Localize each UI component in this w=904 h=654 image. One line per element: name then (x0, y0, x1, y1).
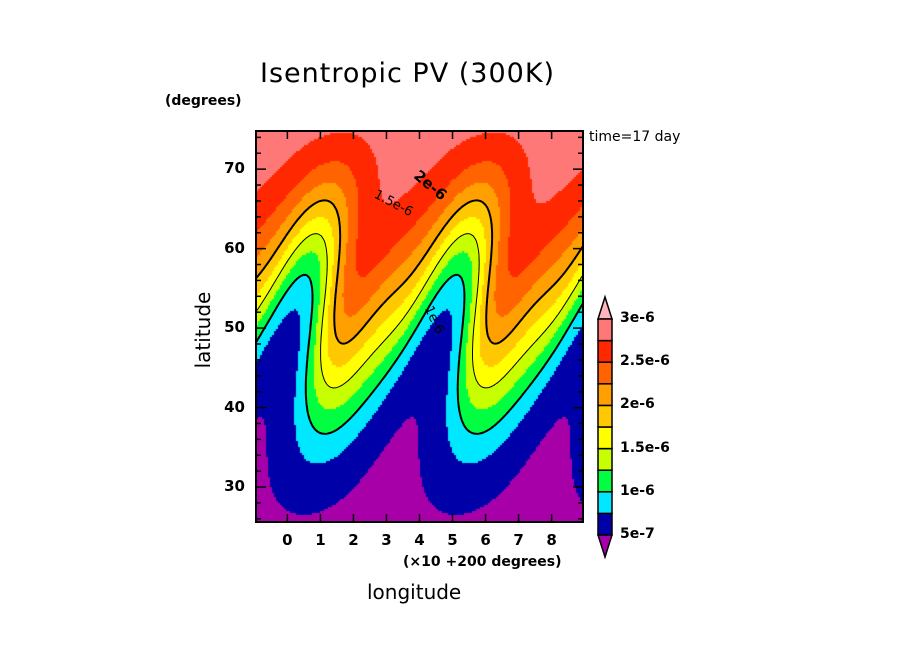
y-tick-label: 40 (224, 397, 245, 416)
colorbar-segment (597, 447, 613, 471)
y-axis-units: (degrees) (165, 93, 242, 109)
contour-label: 1.5e-6 (371, 187, 415, 220)
colorbar-tick-label: 1e-6 (620, 482, 655, 499)
y-tick-label: 60 (224, 238, 245, 257)
x-tick-label: 3 (381, 531, 392, 549)
chart-title: Isentropic PV (300K) (260, 58, 556, 89)
contour-line-1e-6 (255, 273, 584, 435)
colorbar-segment (597, 426, 613, 450)
colorbar-segment (597, 339, 613, 363)
y-tick-label: 70 (224, 159, 245, 178)
contour-lines: 1e-6 1.5e-62e-6 (255, 166, 584, 435)
colorbar-extend-min (596, 534, 614, 560)
x-axis-units: (×10 +200 degrees) (403, 554, 562, 570)
contour-label: 2e-6 (410, 166, 450, 204)
colorbar-tick-label: 2e-6 (620, 396, 655, 413)
colorbar-segment (597, 491, 613, 515)
colorbar-segment (597, 361, 613, 385)
x-tick-label: 8 (546, 531, 557, 549)
x-tick-label: 4 (414, 531, 425, 549)
contour-label: 1e-6 (421, 304, 447, 337)
colorbar-segment (597, 512, 613, 536)
x-tick-label: 1 (315, 531, 326, 549)
colorbar-segment (597, 383, 613, 407)
contour-line-1.5e-6 (255, 233, 584, 389)
x-tick-label: 6 (480, 531, 491, 549)
colorbar-tick-label: 5e-7 (620, 526, 655, 542)
x-axis-label: longitude (367, 580, 462, 604)
time-annotation: time=17 day (589, 129, 681, 145)
colorbar-tick-label: 3e-6 (620, 310, 655, 326)
colorbar-segment (597, 318, 613, 342)
plot-border (255, 130, 584, 523)
colorbar-tick-label: 2.5e-6 (620, 353, 670, 370)
x-tick-label: 0 (282, 531, 293, 549)
contour-line-2e-6 (255, 199, 584, 345)
x-tick-label: 7 (513, 531, 524, 549)
colorbar (596, 294, 614, 560)
x-tick-label: 2 (348, 531, 359, 549)
colorbar-segment (597, 404, 613, 428)
x-tick-label: 5 (447, 531, 458, 549)
colorbar-tick-label: 1.5e-6 (620, 439, 670, 456)
plot-frame (255, 130, 584, 523)
y-tick-label: 30 (224, 477, 245, 496)
colorbar-segment (597, 469, 613, 493)
colorbar-extend-max (596, 294, 614, 320)
y-tick-label: 50 (224, 318, 245, 337)
